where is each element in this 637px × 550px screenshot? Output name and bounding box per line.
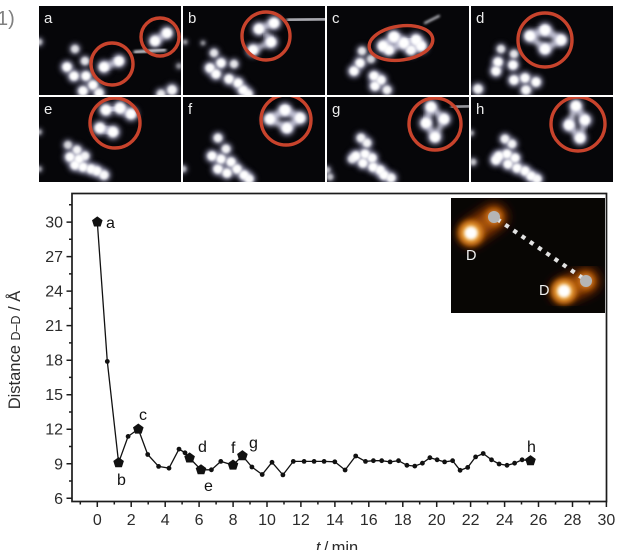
svg-text:12: 12 (292, 512, 310, 529)
svg-text:h: h (476, 101, 484, 118)
svg-text:b: b (188, 10, 196, 27)
svg-text:24: 24 (45, 284, 63, 301)
svg-text:c: c (332, 10, 340, 27)
svg-text:15: 15 (45, 387, 63, 404)
svg-text:10: 10 (258, 512, 276, 529)
svg-text:6: 6 (54, 491, 63, 508)
svg-text:26: 26 (530, 512, 548, 529)
svg-text:16: 16 (360, 512, 378, 529)
svg-text:28: 28 (564, 512, 582, 529)
svg-text:g: g (332, 101, 340, 118)
svg-text:0: 0 (93, 512, 102, 529)
svg-text:f: f (231, 440, 236, 457)
svg-text:30: 30 (598, 512, 616, 529)
svg-text:f: f (188, 101, 193, 118)
svg-text:22: 22 (462, 512, 480, 529)
svg-text:30: 30 (45, 215, 63, 232)
svg-text:14: 14 (326, 512, 344, 529)
svg-text:4: 4 (161, 512, 170, 529)
svg-text:18: 18 (394, 512, 412, 529)
svg-text:a: a (106, 215, 115, 232)
svg-text:1): 1) (0, 8, 15, 30)
svg-text:18: 18 (45, 353, 63, 370)
svg-text:2: 2 (127, 512, 136, 529)
svg-text:e: e (44, 101, 52, 118)
svg-text:21: 21 (45, 318, 63, 335)
svg-text:Distance D–D / Å: Distance D–D / Å (5, 291, 24, 410)
svg-text:c: c (139, 407, 147, 424)
svg-text:e: e (204, 478, 213, 495)
svg-text:a: a (44, 10, 53, 27)
svg-text:8: 8 (229, 512, 238, 529)
svg-text:24: 24 (496, 512, 514, 529)
svg-text:9: 9 (54, 456, 63, 473)
svg-text:d: d (476, 10, 484, 27)
svg-text:6: 6 (195, 512, 204, 529)
svg-text:D: D (539, 283, 549, 299)
svg-text:g: g (249, 435, 258, 452)
svg-text:d: d (198, 439, 207, 456)
svg-text:b: b (117, 472, 126, 489)
svg-text:20: 20 (428, 512, 446, 529)
svg-text:h: h (527, 439, 536, 456)
svg-text:D: D (466, 248, 476, 264)
svg-text:t / min: t / min (316, 539, 358, 550)
svg-text:27: 27 (45, 249, 63, 266)
svg-text:12: 12 (45, 422, 63, 439)
